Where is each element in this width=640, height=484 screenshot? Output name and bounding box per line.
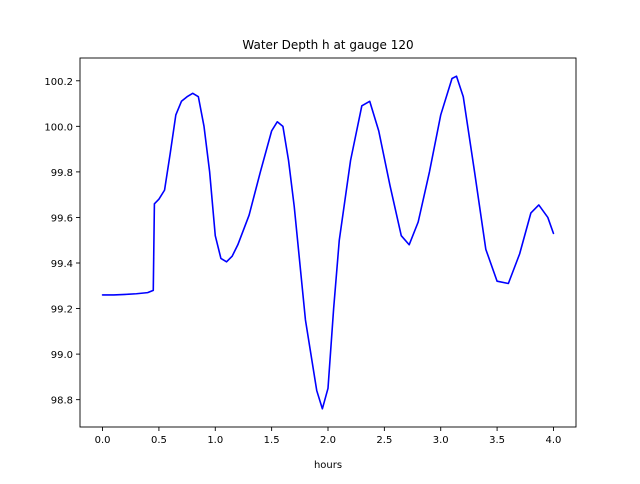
y-tick-label: 98.8	[51, 396, 73, 407]
x-tick-label: 1.5	[264, 435, 280, 446]
x-axis-label: hours	[314, 460, 342, 471]
y-tick-label: 99.6	[51, 213, 73, 224]
series-line-0	[101, 75, 555, 410]
x-tick-label: 4.0	[546, 435, 562, 446]
chart-title: Water Depth h at gauge 120	[242, 38, 413, 52]
x-tick-label: 2.0	[320, 435, 336, 446]
x-tick-label: 2.5	[376, 435, 392, 446]
y-tick-label: 100.2	[44, 77, 73, 88]
y-tick-label: 99.8	[51, 168, 73, 179]
x-tick-label: 0.5	[151, 435, 167, 446]
y-tick-label: 99.4	[51, 259, 73, 270]
x-tick-label: 1.0	[207, 435, 223, 446]
x-tick-label: 3.5	[489, 435, 505, 446]
y-tick-label: 99.2	[51, 305, 73, 316]
y-tick-label: 99.0	[51, 350, 73, 361]
axis-ticks: 0.0 0.5 1.0 1.5 2.0 2.5 3.0 3.5 4.0 98.8 99.0 99.2 9…	[44, 77, 561, 446]
x-tick-label: 3.0	[433, 435, 449, 446]
x-tick-label: 0.0	[95, 435, 111, 446]
y-tick-label: 100.0	[44, 122, 73, 133]
